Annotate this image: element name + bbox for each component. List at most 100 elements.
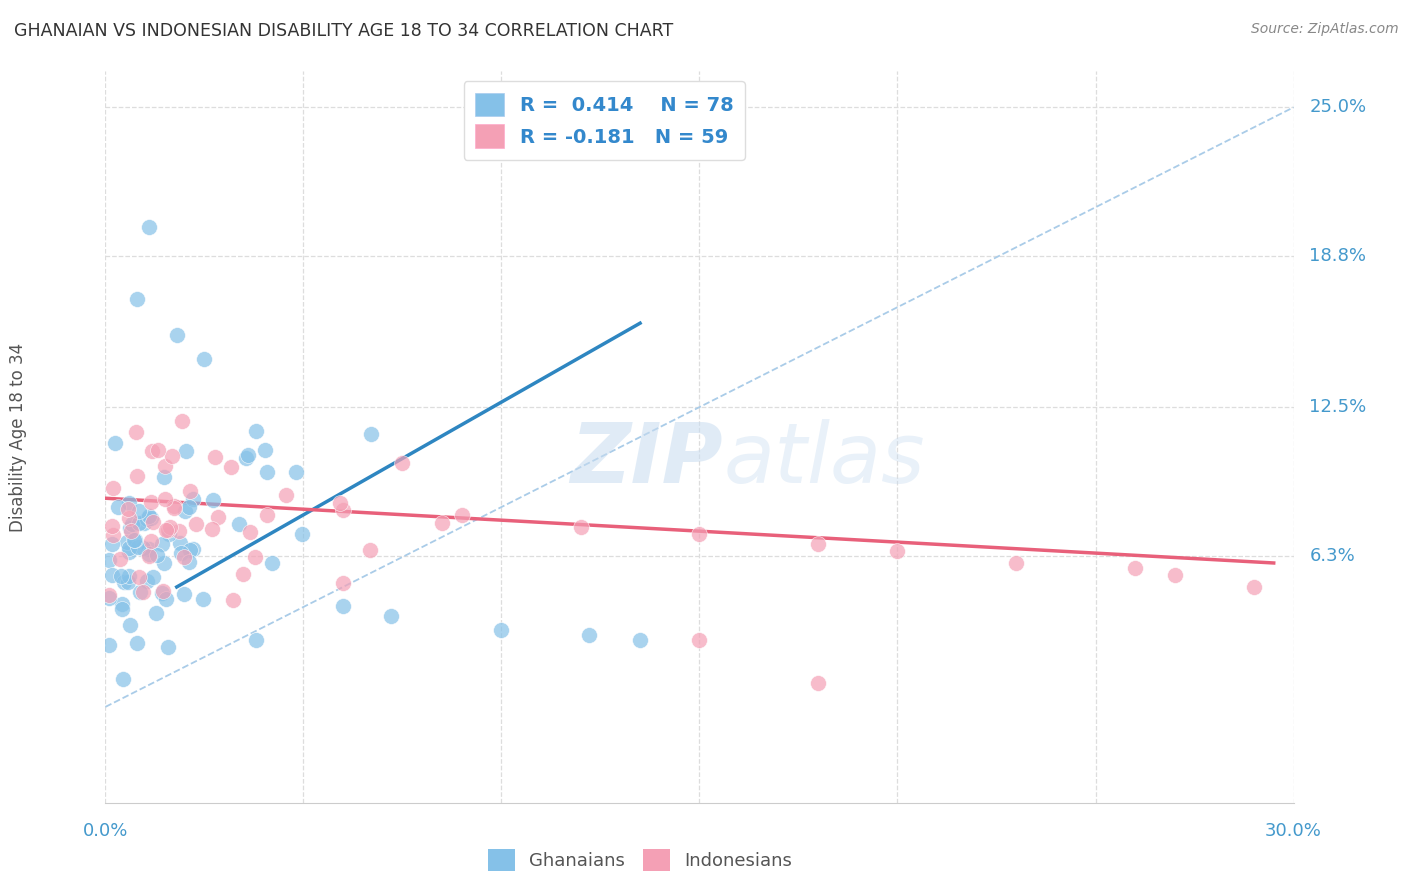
Point [689, 527, 711, 541]
Point [193, 591, 215, 606]
Point [101, 528, 124, 542]
Point [174, 504, 197, 518]
Point [157, 640, 180, 655]
Point [260, 556, 283, 570]
Point [139, 494, 162, 508]
Point [219, 459, 242, 474]
Point [291, 527, 314, 541]
Point [177, 500, 200, 515]
Point [131, 541, 153, 555]
Point [132, 516, 155, 530]
Point [245, 632, 267, 647]
Point [173, 587, 195, 601]
Point [239, 525, 262, 540]
Point [118, 569, 141, 583]
Point [98, 588, 121, 602]
Point [569, 520, 592, 534]
Point [204, 450, 226, 464]
Point [186, 516, 208, 531]
Point [101, 537, 124, 551]
Point [120, 524, 142, 538]
Point [245, 424, 267, 438]
Point [141, 534, 163, 549]
Point [274, 488, 297, 502]
Point [112, 673, 135, 687]
Point [228, 516, 250, 531]
Point [578, 628, 600, 642]
Point [152, 585, 174, 599]
Point [807, 676, 830, 690]
Text: 12.5%: 12.5% [1309, 398, 1367, 416]
Point [155, 592, 177, 607]
Point [127, 469, 149, 483]
Point [129, 585, 152, 599]
Point [122, 533, 145, 548]
Point [170, 546, 193, 560]
Text: GHANAIAN VS INDONESIAN DISABILITY AGE 18 TO 34 CORRELATION CHART: GHANAIAN VS INDONESIAN DISABILITY AGE 18… [14, 22, 673, 40]
Point [153, 492, 176, 507]
Point [173, 550, 195, 565]
Point [332, 576, 354, 591]
Point [148, 443, 170, 458]
Point [157, 527, 180, 541]
Point [807, 537, 830, 551]
Text: 18.8%: 18.8% [1309, 247, 1367, 265]
Point [332, 599, 354, 614]
Point [118, 617, 141, 632]
Point [152, 583, 174, 598]
Point [179, 555, 201, 569]
Point [202, 493, 225, 508]
Text: 30.0%: 30.0% [1265, 822, 1322, 840]
Text: Source: ZipAtlas.com: Source: ZipAtlas.com [1251, 22, 1399, 37]
Point [107, 500, 129, 515]
Point [360, 427, 382, 442]
Point [222, 593, 245, 607]
Point [236, 448, 259, 462]
Point [359, 542, 381, 557]
Point [245, 549, 267, 564]
Point [167, 524, 190, 538]
Point [1123, 561, 1146, 575]
Point [253, 443, 276, 458]
Point [162, 449, 184, 463]
Point [169, 536, 191, 550]
Point [101, 519, 124, 533]
Point [153, 458, 176, 473]
Point [110, 569, 132, 583]
Point [174, 444, 197, 458]
Point [142, 570, 165, 584]
Point [138, 220, 160, 235]
Point [132, 585, 155, 599]
Point [128, 504, 150, 518]
Point [98, 553, 121, 567]
Point [329, 495, 352, 509]
Point [112, 575, 135, 590]
Point [256, 508, 278, 522]
Point [142, 515, 165, 529]
Point [118, 511, 141, 525]
Point [232, 567, 254, 582]
Point [127, 540, 149, 554]
Point [159, 519, 181, 533]
Text: 6.3%: 6.3% [1309, 547, 1355, 565]
Point [124, 533, 146, 547]
Point [128, 570, 150, 584]
Point [200, 522, 222, 536]
Point [1243, 580, 1265, 594]
Point [98, 591, 121, 605]
Point [193, 352, 215, 367]
Point [138, 509, 160, 524]
Point [152, 470, 174, 484]
Point [430, 516, 453, 531]
Text: 25.0%: 25.0% [1309, 98, 1367, 116]
Point [135, 574, 157, 589]
Point [118, 541, 141, 556]
Point [117, 502, 139, 516]
Point [115, 535, 138, 549]
Text: atlas: atlas [723, 418, 925, 500]
Point [125, 425, 148, 440]
Point [235, 450, 257, 465]
Point [128, 516, 150, 530]
Point [103, 481, 125, 495]
Point [118, 545, 141, 559]
